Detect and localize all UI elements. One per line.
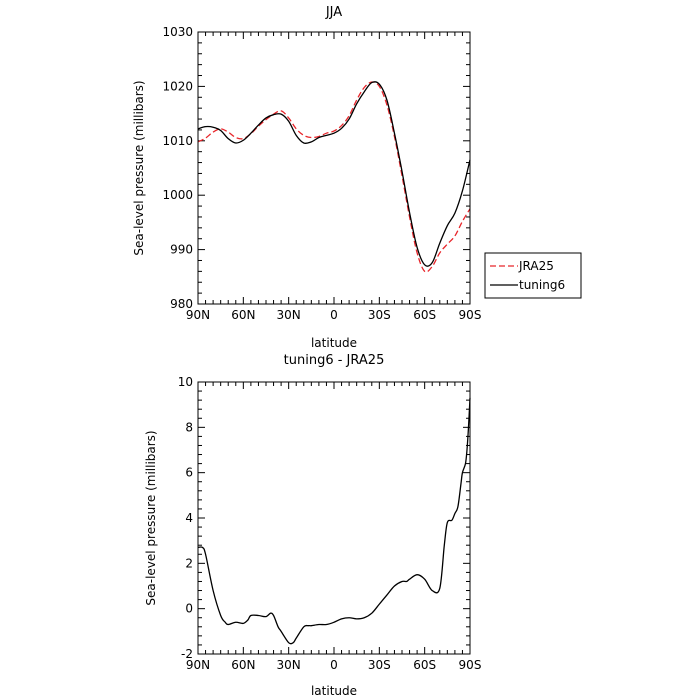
top-y-axis-label: Sea-level pressure (millibars) — [132, 80, 146, 255]
top-x-tick-label: 0 — [330, 308, 338, 322]
top-y-tick-label: 990 — [170, 243, 193, 257]
bottom-x-tick-label: 30N — [277, 658, 301, 672]
top-y-tick-label: 1000 — [162, 188, 193, 202]
bottom-y-tick-label: 8 — [185, 420, 193, 434]
bottom-x-tick-label: 60S — [413, 658, 436, 672]
bottom-x-axis-label: latitude — [311, 684, 357, 698]
top-x-tick-label: 60S — [413, 308, 436, 322]
top-y-tick-label: 1020 — [162, 79, 193, 93]
top-series-line-tuning6 — [197, 81, 471, 267]
top-series-line-jra25 — [197, 81, 471, 273]
top-y-tick-label: 1010 — [162, 134, 193, 148]
top-plot-frame — [197, 31, 471, 305]
top-chart-title: JJA — [325, 5, 342, 20]
top-x-tick-label: 30S — [368, 308, 391, 322]
top-x-tick-label: 90N — [186, 308, 210, 322]
bottom-x-tick-label: 90N — [186, 658, 210, 672]
top-y-tick-label: 1030 — [162, 25, 193, 39]
bottom-chart: tuning6 - JRA25 Sea-level pressure (mill… — [144, 353, 481, 698]
top-x-tick-label: 30N — [277, 308, 301, 322]
top-chart: JJA Sea-level pressure (millibars) latit… — [132, 5, 582, 350]
top-x-axis-label: latitude — [311, 336, 357, 350]
bottom-y-tick-label: 0 — [185, 602, 193, 616]
top-legend: JRA25 tuning6 — [484, 252, 582, 299]
top-x-tick-label: 60N — [231, 308, 255, 322]
legend-label-jra25: JRA25 — [518, 259, 554, 273]
bottom-x-tick-label: 90S — [459, 658, 482, 672]
legend-box — [484, 252, 582, 299]
top-x-tick-label: 90S — [459, 308, 482, 322]
top-y-tick-label: 980 — [170, 297, 193, 311]
bottom-x-tick-label: 60N — [231, 658, 255, 672]
bottom-plot-frame — [197, 381, 471, 655]
bottom-y-tick-label: 6 — [185, 466, 193, 480]
bottom-chart-title: tuning6 - JRA25 — [284, 353, 385, 368]
bottom-x-tick-label: 0 — [330, 658, 338, 672]
bottom-series-line-diff — [197, 397, 471, 645]
bottom-y-tick-label: -2 — [181, 647, 193, 661]
legend-label-tuning6: tuning6 — [519, 278, 565, 292]
bottom-y-tick-label: 2 — [185, 556, 193, 570]
bottom-x-tick-label: 30S — [368, 658, 391, 672]
bottom-y-tick-label: 10 — [178, 375, 193, 389]
bottom-y-axis-label: Sea-level pressure (millibars) — [144, 430, 158, 605]
bottom-y-tick-label: 4 — [185, 511, 193, 525]
